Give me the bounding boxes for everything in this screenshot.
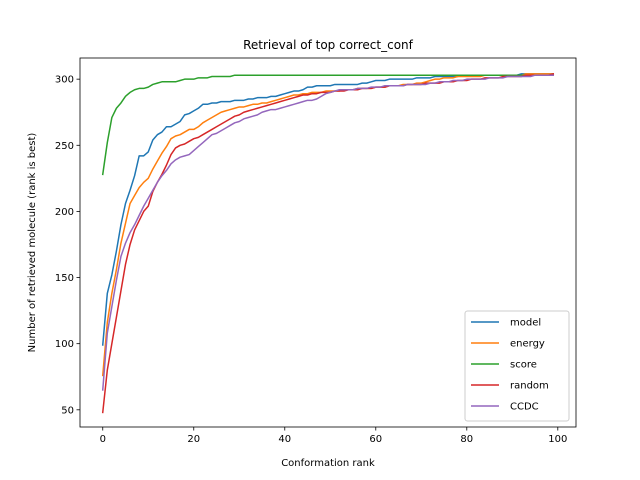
x-tick-label: 40 [278, 434, 291, 445]
y-tick-label: 300 [55, 75, 74, 86]
series-line-score [101, 74, 554, 176]
legend-label-random: random [510, 381, 549, 392]
x-tick-label: 0 [100, 434, 106, 445]
x-tick-label: 20 [187, 434, 200, 445]
y-axis: 50 100 150 200 250 300 [55, 75, 80, 416]
y-tick-label: 200 [55, 207, 74, 218]
series-line-energy [101, 73, 554, 377]
chart-title: Retrieval of top correct_conf [243, 38, 414, 52]
x-tick-label: 100 [548, 434, 567, 445]
legend-label-model: model [510, 318, 541, 329]
y-tick-label: 250 [55, 141, 74, 152]
legend: model energy score random CCDC [464, 310, 570, 422]
legend-label-energy: energy [510, 339, 545, 350]
x-axis-title: Conformation rank [281, 458, 375, 469]
x-tick-label: 80 [460, 434, 473, 445]
plot-area [101, 72, 555, 414]
legend-box [464, 310, 570, 422]
y-tick-label: 50 [61, 405, 74, 416]
axes-frame [79, 57, 577, 428]
x-tick-label: 60 [369, 434, 382, 445]
y-axis-title: Number of retrieved molecule (rank is be… [27, 133, 38, 353]
x-axis: 0 20 40 60 80 100 [100, 427, 567, 445]
legend-label-ccdc: CCDC [510, 402, 539, 413]
legend-label-score: score [510, 360, 537, 371]
y-tick-label: 100 [55, 339, 74, 350]
series-line-ccdc [101, 74, 554, 391]
y-tick-label: 150 [55, 273, 74, 284]
